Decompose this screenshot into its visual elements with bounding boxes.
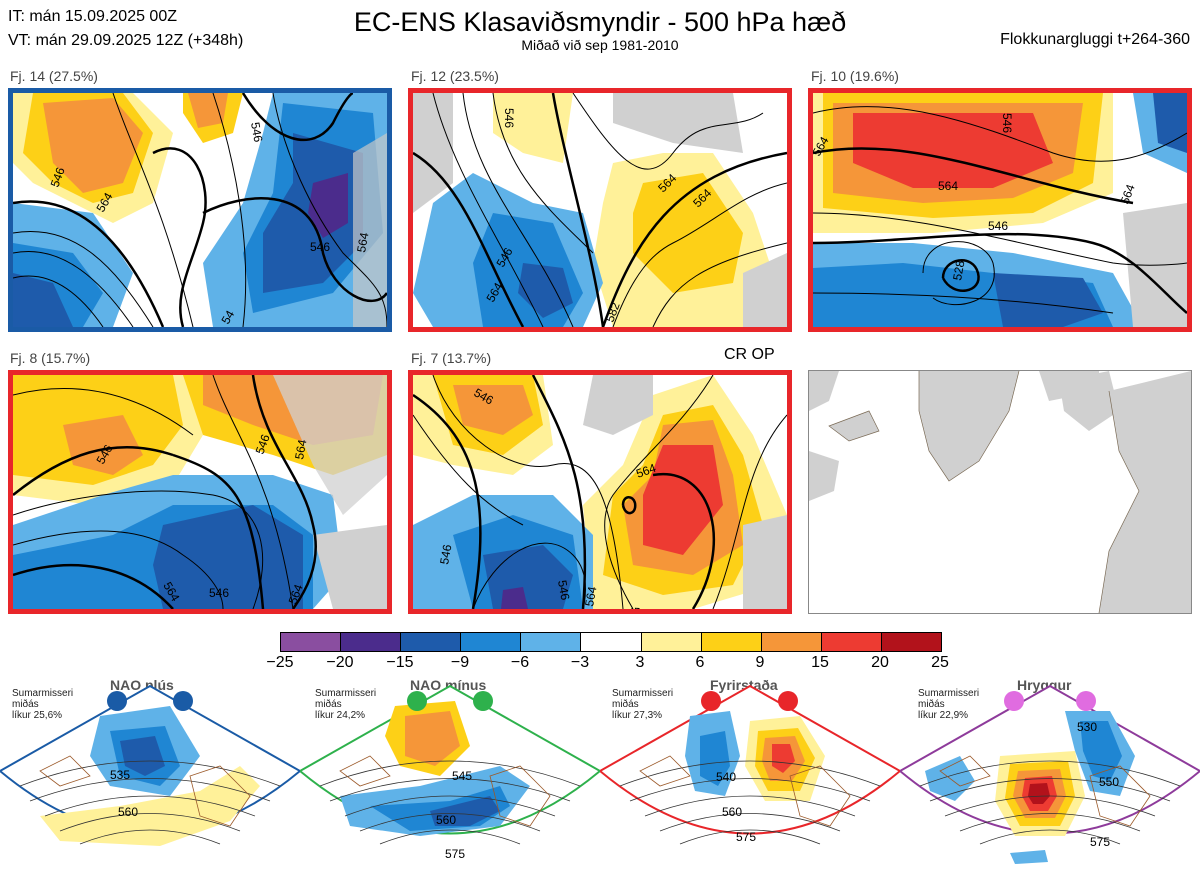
- regime-ridge: Hryggur Sumarmisseri miðás líkur 22,9% 5…: [900, 676, 1200, 871]
- regime-note: Sumarmisseri miðás líkur 24,2%: [315, 688, 377, 721]
- colorbar-swatch: [881, 633, 942, 651]
- colorbar-swatch: [641, 633, 702, 651]
- isoheight-label: 564: [938, 179, 958, 193]
- isoheight-label: 564: [582, 585, 599, 607]
- isoheight-label: 564: [634, 461, 658, 481]
- isoheight-label: 575: [445, 847, 465, 861]
- colorbar-tick: 3: [635, 654, 645, 671]
- colorbar-swatch: [461, 633, 522, 651]
- isoheight-label: 528: [950, 259, 967, 281]
- isoheight-label: 54: [218, 308, 237, 327]
- colorbar-swatch: [281, 633, 342, 651]
- panel-label-3: Fj. 10 (19.6%): [811, 68, 899, 84]
- panel-label-5: Fj. 7 (13.7%): [411, 350, 492, 366]
- isoheight-label: 550: [1099, 775, 1119, 789]
- panel-label-2: Fj. 12 (23.5%): [411, 68, 499, 84]
- colorbar-tick: 6: [695, 654, 705, 671]
- init-time: IT: mán 15.09.2025 00Z: [8, 8, 177, 25]
- regime-marker: [107, 691, 127, 711]
- isoheight-label: 540: [716, 770, 736, 784]
- isoheight-label: 535: [110, 768, 130, 782]
- colorbar-tick: −3: [570, 654, 590, 671]
- regime-note: Sumarmisseri miðás líkur 22,9%: [918, 688, 980, 721]
- regime-nao-minus: NAO mínus Sumarmisseri miðás líkur 24,2%…: [300, 676, 600, 871]
- colorbar-swatch: [341, 633, 402, 651]
- isoheight-label: 560: [118, 805, 138, 819]
- colorbar-tick: 9: [755, 654, 765, 671]
- isoheight-label: 564: [292, 438, 309, 460]
- isoheight-label: 546: [253, 432, 273, 456]
- colorbar-swatch: [761, 633, 822, 651]
- isoheight-label: 564: [286, 582, 306, 606]
- regime-marker: [473, 691, 493, 711]
- colorbar-swatch: [401, 633, 462, 651]
- panel-label-1: Fj. 14 (27.5%): [10, 68, 98, 84]
- isoheight-label: 575: [736, 830, 756, 844]
- isoheight-label: 546: [48, 165, 68, 189]
- isoheight-label: 546: [555, 579, 572, 601]
- isoheight-label: 564: [1118, 182, 1138, 206]
- regime-title: NAO mínus: [410, 677, 487, 693]
- regime-title: NAO plús: [110, 677, 174, 693]
- cr-op-map: [808, 370, 1192, 614]
- regime-marker: [778, 691, 798, 711]
- cr-op-label: CR OP: [724, 346, 775, 363]
- cluster-map-1: 564 546 546 564 546 54: [8, 88, 392, 332]
- regime-marker: [701, 691, 721, 711]
- cluster-map-3: 564 546 564 546 528 564: [808, 88, 1192, 332]
- isoheight-label: 546: [502, 108, 516, 128]
- regime-title: Fyrirstaða: [710, 677, 778, 693]
- colorbar-swatch: [701, 633, 762, 651]
- colorbar-tick: −25: [266, 654, 294, 671]
- colorbar-tick: −15: [386, 654, 414, 671]
- cluster-map-5: 546 564 546 564 546 582: [408, 370, 792, 614]
- header-info: IT: mán 15.09.2025 00Z VT: mán 29.09.202…: [8, 5, 243, 53]
- isoheight-label: 530: [1077, 720, 1097, 734]
- isoheight-label: 546: [248, 121, 265, 143]
- colorbar-tick: 25: [931, 654, 949, 671]
- regime-note: Sumarmisseri miðás líkur 27,3%: [612, 688, 674, 721]
- page-title: EC-ENS Klasaviðsmyndir - 500 hPa hæð: [353, 7, 847, 37]
- regime-marker: [173, 691, 193, 711]
- isoheight-label: 545: [452, 769, 472, 783]
- colorbar-swatch: [521, 633, 582, 651]
- isoheight-label: 582: [603, 300, 623, 324]
- regime-title: Hryggur: [1017, 677, 1072, 693]
- regime-marker: [1004, 691, 1024, 711]
- regime-marker: [407, 691, 427, 711]
- colorbar-tick: 20: [871, 654, 889, 671]
- colorbar-tick: −20: [326, 654, 354, 671]
- colorbar-swatch: [821, 633, 882, 651]
- isoheight-label: 546: [310, 240, 330, 254]
- isoheight-label: 560: [436, 813, 456, 827]
- page-subtitle: Miðað við sep 1981-2010: [521, 37, 679, 53]
- isoheight-label: 582: [628, 607, 642, 609]
- classification-window: Flokkunargluggi t+264-360: [1000, 31, 1190, 48]
- colorbar-swatch: [581, 633, 642, 651]
- colorbar: [280, 632, 942, 652]
- isoheight-label: 564: [354, 231, 371, 253]
- panel-label-4: Fj. 8 (15.7%): [10, 350, 91, 366]
- isoheight-label: 546: [209, 586, 229, 600]
- regime-nao-plus: NAO plús Sumarmisseri miðás líkur 25,6% …: [0, 676, 300, 871]
- isoheight-label: 560: [722, 805, 742, 819]
- colorbar-tick: −9: [450, 654, 470, 671]
- regime-blocking: Fyrirstaða Sumarmisseri miðás líkur 27,3…: [600, 676, 900, 871]
- valid-time: VT: mán 29.09.2025 12Z (+348h): [8, 32, 244, 49]
- isoheight-label: 575: [1090, 835, 1110, 849]
- regime-marker: [1076, 691, 1096, 711]
- isoheight-label: 546: [1000, 113, 1014, 133]
- cluster-map-2: 546 564 564 564 546 582: [408, 88, 792, 332]
- isoheight-label: 546: [437, 543, 454, 565]
- cluster-map-4: 546 546 564 546 564 564: [8, 370, 392, 614]
- colorbar-tick: 15: [811, 654, 829, 671]
- colorbar-tick: −6: [510, 654, 530, 671]
- regime-note: Sumarmisseri miðás líkur 25,6%: [12, 688, 74, 721]
- isoheight-label: 546: [988, 219, 1008, 233]
